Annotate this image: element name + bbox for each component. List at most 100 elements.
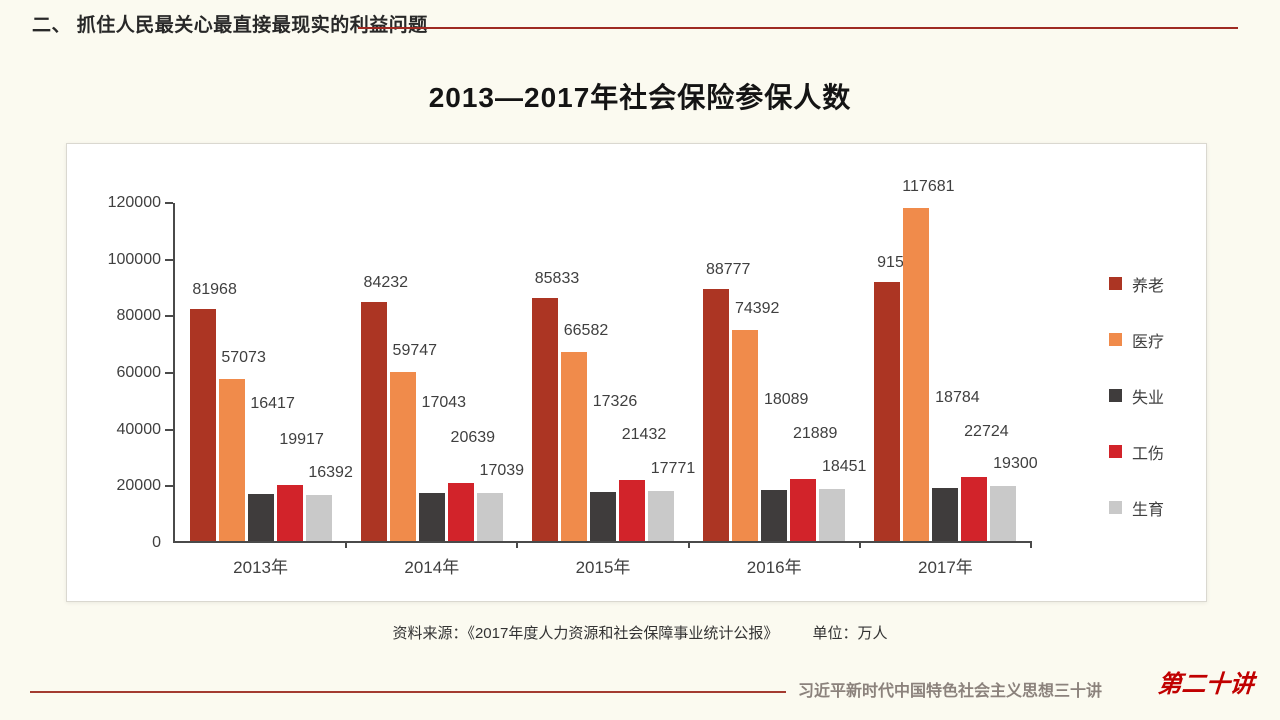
bar-医疗-2014年: 59747 <box>389 342 437 541</box>
x-axis-category-label: 2015年 <box>575 558 631 577</box>
bar-group-2013年: 81968 57073 16417 19917 16392 2013年 <box>175 203 353 577</box>
legend-label: 失业 <box>1132 389 1165 407</box>
bar-生育-2014年: 17039 <box>476 462 524 541</box>
bar-养老-2013年: 81968 <box>189 281 237 541</box>
bar-失业-2013年: 16417 <box>247 395 295 541</box>
data-label: 19300 <box>993 454 1038 472</box>
data-label: 59747 <box>392 341 438 359</box>
legend-item-医疗: 医疗 <box>1109 333 1164 351</box>
bar-工伤-2013年: 19917 <box>276 431 324 541</box>
data-label: 20639 <box>450 428 496 446</box>
bar-工伤-2014年: 20639 <box>447 429 495 541</box>
bar-养老-2017年: 91548 <box>874 254 922 541</box>
data-label: 85833 <box>534 269 580 287</box>
y-axis-tick <box>165 372 173 374</box>
section-title: 二、 抓住人民最关心最直接最现实的利益问题 <box>32 15 428 36</box>
data-label: 84232 <box>363 273 409 291</box>
data-label: 117681 <box>902 177 955 195</box>
lecture-badge: 第二十讲 <box>1156 672 1255 698</box>
x-axis-category-label: 2016年 <box>746 558 802 577</box>
y-axis-tick-label: 40000 <box>116 420 162 438</box>
legend-item-失业: 失业 <box>1109 389 1164 407</box>
legend-swatch-icon <box>1109 389 1122 402</box>
x-axis-tick <box>516 541 519 548</box>
data-label: 18451 <box>821 457 867 475</box>
legend-swatch-icon <box>1109 445 1122 458</box>
legend-label: 养老 <box>1132 277 1165 295</box>
data-label: 21432 <box>621 425 667 443</box>
bar-医疗-2017年: 117681 <box>902 178 955 541</box>
bar-生育-2013年: 16392 <box>305 464 353 541</box>
x-axis-category-label: 2013年 <box>233 558 289 577</box>
plot-area: 0 20000 40000 60000 80000 100000 120000 81968 57… <box>108 178 1038 577</box>
bar-生育-2017年: 19300 <box>990 455 1038 541</box>
source-note: 资料来源：《2017年度人力资源和社会保障事业统计公报》 单位：万人 <box>0 622 1280 643</box>
bar-工伤-2016年: 21889 <box>790 425 837 541</box>
legend: 养老医疗失业工伤生育 <box>1109 277 1164 557</box>
data-label: 22724 <box>964 422 1009 440</box>
y-axis-tick-label: 100000 <box>107 250 161 268</box>
data-label: 74392 <box>734 299 780 317</box>
y-axis-tick <box>165 315 173 318</box>
bar-group-2017年: 91548 117681 18784 22724 19300 2017年 <box>860 178 1038 577</box>
data-label: 66582 <box>563 321 609 339</box>
x-axis-category-label: 2017年 <box>917 558 973 577</box>
data-label: 16417 <box>250 394 295 412</box>
bar-失业-2015年: 17326 <box>590 393 637 541</box>
y-axis-tick-label: 0 <box>152 534 161 551</box>
legend-label: 生育 <box>1132 501 1165 519</box>
bar-生育-2015年: 17771 <box>648 460 695 541</box>
legend-swatch-icon <box>1109 333 1122 346</box>
y-axis-tick-label: 80000 <box>116 307 162 325</box>
data-label: 81968 <box>192 280 237 298</box>
bar-失业-2017年: 18784 <box>932 389 980 541</box>
legend-swatch-icon <box>1109 277 1122 290</box>
y-axis-tick <box>165 428 173 431</box>
source-text: 资料来源：《2017年度人力资源和社会保障事业统计公报》 <box>392 625 779 642</box>
y-axis-tick-label: 120000 <box>107 194 161 211</box>
data-label: 88777 <box>705 260 751 278</box>
y-axis-tick-label: 60000 <box>116 364 162 381</box>
data-label: 18089 <box>763 390 809 408</box>
bar-失业-2014年: 17043 <box>418 394 466 541</box>
footer-rule <box>30 691 786 693</box>
unit-text: 单位：万人 <box>812 625 888 642</box>
bar-医疗-2013年: 57073 <box>218 349 266 541</box>
data-label: 21889 <box>792 424 838 442</box>
legend-swatch-icon <box>1109 501 1122 514</box>
bar-医疗-2015年: 66582 <box>561 322 608 541</box>
footer-book-title: 习近平新时代中国特色社会主义思想三十讲 <box>798 683 1103 700</box>
bar-生育-2016年: 18451 <box>819 458 866 541</box>
bar-养老-2014年: 84232 <box>360 274 408 541</box>
bar-养老-2016年: 88777 <box>703 261 750 541</box>
chart-panel: 0 20000 40000 60000 80000 100000 120000 81968 57… <box>66 143 1207 602</box>
x-axis-tick <box>1030 541 1032 548</box>
x-axis-tick <box>858 541 861 548</box>
data-label: 17039 <box>479 461 525 479</box>
data-label: 57073 <box>221 348 266 366</box>
chart-title: 2013—2017年社会保险参保人数 <box>428 82 852 113</box>
header-rule <box>358 27 1238 29</box>
bar-养老-2015年: 85833 <box>532 270 579 541</box>
legend-item-养老: 养老 <box>1109 277 1164 295</box>
y-axis-tick <box>165 485 173 488</box>
bar-group-2015年: 85833 66582 17326 21432 17771 2015年 <box>517 203 695 577</box>
data-label: 16392 <box>308 463 353 481</box>
data-label: 17771 <box>650 459 696 477</box>
y-axis-tick <box>165 202 173 204</box>
data-label: 19917 <box>279 430 324 448</box>
bar-医疗-2016年: 74392 <box>732 300 779 541</box>
bar-工伤-2015年: 21432 <box>619 426 666 541</box>
bar-工伤-2017年: 22724 <box>961 423 1009 541</box>
legend-item-生育: 生育 <box>1109 501 1164 519</box>
legend-label: 工伤 <box>1132 445 1165 463</box>
x-axis-category-label: 2014年 <box>404 558 460 577</box>
bar-group-2014年: 84232 59747 17043 20639 17039 2014年 <box>346 203 524 577</box>
x-axis-tick <box>687 541 690 548</box>
data-label: 18784 <box>935 388 980 406</box>
legend-item-工伤: 工伤 <box>1109 445 1164 463</box>
y-axis-tick-label: 20000 <box>116 477 162 495</box>
data-label: 17043 <box>421 393 467 411</box>
x-axis-tick <box>345 541 348 548</box>
bar-失业-2016年: 18089 <box>761 391 808 541</box>
